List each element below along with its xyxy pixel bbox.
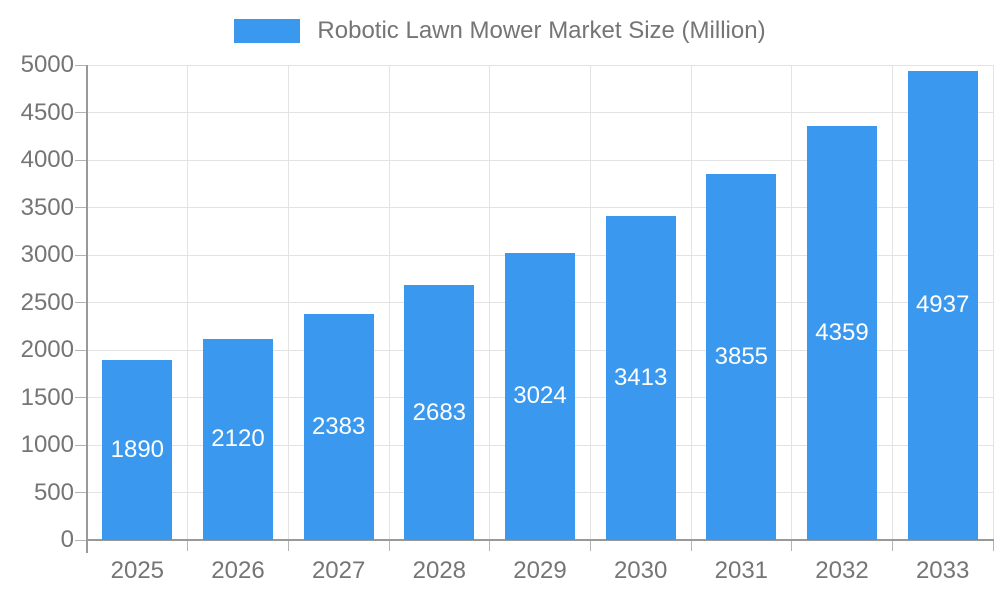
- bar-2032[interactable]: [807, 125, 877, 540]
- x-axis-line: [86, 539, 994, 541]
- x-tick: [589, 540, 591, 551]
- y-tick-label: 4500: [20, 98, 74, 126]
- y-tick: [75, 302, 87, 303]
- y-tick: [75, 492, 87, 493]
- bar-2031[interactable]: [706, 173, 777, 540]
- y-tick: [75, 444, 87, 446]
- y-tick-label: 4000: [20, 146, 74, 173]
- x-tick-label: 2033: [915, 557, 970, 584]
- y-tick-label: 3500: [20, 193, 74, 221]
- x-tick: [992, 540, 994, 551]
- v-gridline: [791, 65, 793, 540]
- x-tick: [791, 540, 793, 551]
- x-tick: [187, 540, 189, 551]
- bar-2029[interactable]: [505, 252, 575, 540]
- v-gridline: [388, 65, 390, 540]
- y-tick-label: 1500: [20, 383, 74, 411]
- v-gridline: [589, 65, 591, 540]
- v-gridline: [489, 65, 491, 540]
- h-gridline: [87, 207, 993, 208]
- x-tick-label: 2026: [211, 557, 265, 584]
- y-tick-label: 500: [33, 478, 74, 506]
- bar-2025[interactable]: [102, 360, 173, 540]
- y-tick: [75, 64, 87, 66]
- y-tick: [75, 539, 87, 541]
- y-tick: [75, 159, 87, 161]
- x-tick: [489, 540, 491, 551]
- x-tick-label: 2029: [513, 557, 567, 584]
- y-tick: [75, 397, 87, 398]
- bar-2027[interactable]: [303, 313, 374, 540]
- v-gridline: [891, 65, 893, 540]
- y-tick-label: 2000: [20, 336, 74, 363]
- bar-2030[interactable]: [605, 215, 676, 540]
- bar-2028[interactable]: [404, 285, 475, 540]
- y-axis-line: [86, 65, 88, 553]
- v-gridline: [187, 65, 189, 540]
- x-tick: [287, 540, 289, 551]
- x-tick: [891, 540, 893, 551]
- x-tick-label: 2027: [311, 557, 366, 584]
- y-tick: [75, 254, 87, 256]
- x-tick-label: 2030: [613, 557, 668, 584]
- h-gridline: [87, 112, 993, 113]
- x-tick: [690, 540, 692, 551]
- x-tick-label: 2031: [714, 557, 769, 584]
- y-tick-label: 5000: [20, 51, 74, 78]
- legend-label: Robotic Lawn Mower Market Size (Million): [317, 17, 766, 44]
- v-gridline: [690, 65, 692, 540]
- y-tick: [75, 349, 87, 351]
- y-tick-label: 3000: [20, 241, 74, 268]
- h-gridline: [87, 64, 993, 66]
- y-tick-label: 1000: [20, 431, 74, 458]
- y-tick-label: 0: [60, 526, 74, 553]
- v-gridline: [287, 65, 289, 540]
- bar-2033[interactable]: [907, 70, 978, 540]
- x-tick-label: 2025: [110, 557, 165, 584]
- x-tick-label: 2028: [412, 557, 467, 584]
- y-tick: [75, 207, 87, 208]
- y-tick-label: 2500: [20, 288, 74, 316]
- y-tick: [75, 112, 87, 113]
- h-gridline: [87, 159, 993, 161]
- x-tick-label: 2032: [815, 557, 869, 584]
- v-gridline: [992, 65, 994, 540]
- legend[interactable]: Robotic Lawn Mower Market Size (Million): [0, 18, 1000, 44]
- bar-2026[interactable]: [203, 338, 273, 540]
- x-tick: [388, 540, 390, 551]
- legend-swatch-icon: [234, 19, 301, 43]
